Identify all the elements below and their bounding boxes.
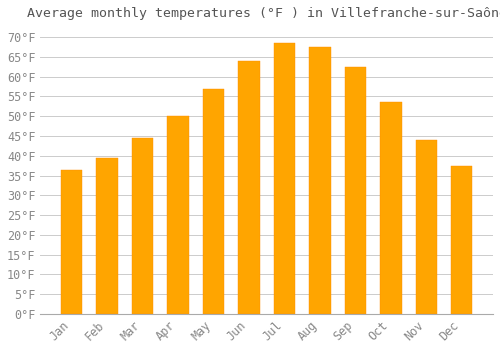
Bar — [344, 67, 366, 314]
Bar — [416, 140, 437, 314]
Bar — [380, 102, 402, 314]
Bar — [132, 138, 153, 314]
Bar — [203, 89, 224, 314]
Title: Average monthly temperatures (°F ) in Villefranche-sur-Saône: Average monthly temperatures (°F ) in Vi… — [26, 7, 500, 20]
Bar — [451, 166, 472, 314]
Bar — [61, 170, 82, 314]
Bar — [274, 43, 295, 314]
Bar — [310, 47, 330, 314]
Bar — [238, 61, 260, 314]
Bar — [96, 158, 117, 314]
Bar — [168, 116, 188, 314]
